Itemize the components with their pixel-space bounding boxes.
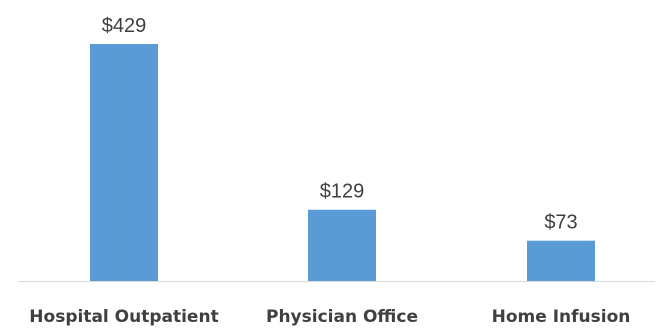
category-label-2: Home Infusion [492, 307, 631, 327]
category-label-0: Hospital Outpatient [29, 307, 218, 327]
labels-layer: $429 Hospital Outpatient $129 Physician Off… [29, 15, 630, 327]
category-label-1: Physician Office [266, 307, 418, 327]
data-label-2: $73 [544, 212, 577, 234]
bar-1 [308, 209, 376, 281]
bar-2 [527, 240, 595, 281]
data-label-1: $129 [320, 181, 365, 203]
bars-layer [90, 44, 595, 281]
data-label-0: $429 [102, 15, 147, 37]
bar-0 [90, 44, 158, 281]
